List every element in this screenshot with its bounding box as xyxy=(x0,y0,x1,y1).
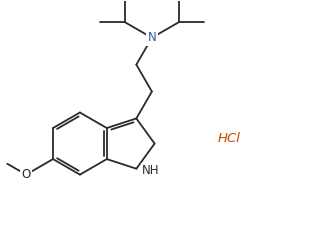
Text: NH: NH xyxy=(142,164,159,177)
Text: O: O xyxy=(22,168,31,181)
Text: N: N xyxy=(148,31,156,44)
Text: HCl: HCl xyxy=(218,132,241,145)
